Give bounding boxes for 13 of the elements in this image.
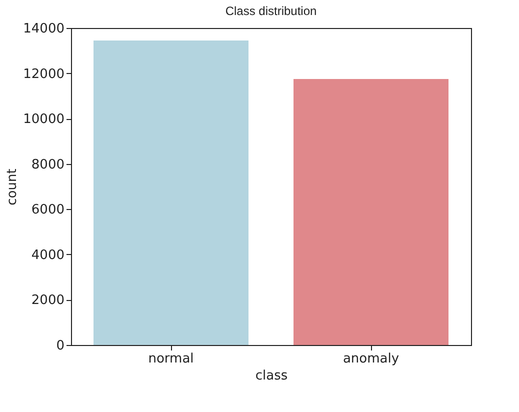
y-tick-label: 10000 (23, 112, 64, 128)
y-tick-label: 6000 (31, 202, 64, 218)
y-tick-label: 0 (56, 338, 64, 354)
x-axis-title: class (255, 368, 288, 384)
x-tick-label: normal (148, 352, 194, 366)
y-tick-label: 14000 (23, 22, 64, 36)
x-tick-label: anomaly (342, 352, 400, 366)
y-tick-label: 4000 (31, 248, 64, 263)
y-axis-title: count (5, 168, 20, 206)
chart-title: Class distribution (225, 4, 317, 18)
y-tick-label: 2000 (31, 293, 64, 308)
y-tick-label: 12000 (23, 66, 64, 82)
y-tick-label: 8000 (31, 157, 64, 172)
